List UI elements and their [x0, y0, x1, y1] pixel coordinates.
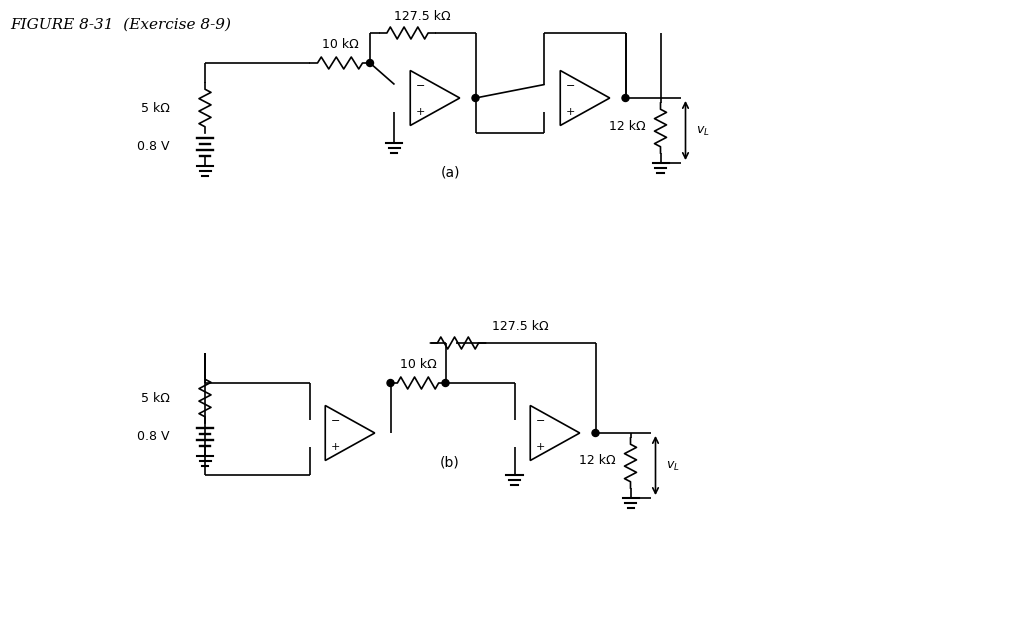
Text: 5 kΩ: 5 kΩ [141, 391, 170, 404]
Text: $-$: $-$ [565, 79, 575, 89]
Circle shape [592, 430, 599, 436]
Text: 0.8 V: 0.8 V [137, 141, 170, 153]
Text: (a): (a) [440, 166, 460, 180]
Text: $+$: $+$ [416, 106, 425, 117]
Circle shape [367, 60, 374, 67]
Circle shape [472, 94, 479, 102]
Text: (b): (b) [440, 456, 460, 470]
Text: FIGURE 8-31  (Exercise 8-9): FIGURE 8-31 (Exercise 8-9) [10, 18, 231, 32]
Text: 0.8 V: 0.8 V [137, 431, 170, 443]
Text: $+$: $+$ [536, 441, 546, 452]
Text: $v_L$: $v_L$ [666, 460, 679, 472]
Text: 10 kΩ: 10 kΩ [399, 358, 436, 371]
Text: 127.5 kΩ: 127.5 kΩ [394, 10, 451, 23]
Circle shape [442, 379, 449, 386]
Circle shape [387, 379, 394, 386]
Text: 5 kΩ: 5 kΩ [141, 102, 170, 114]
Text: $v_L$: $v_L$ [695, 124, 710, 138]
Text: 127.5 kΩ: 127.5 kΩ [493, 320, 549, 333]
Circle shape [622, 94, 629, 102]
Text: 12 kΩ: 12 kΩ [609, 119, 645, 133]
Text: $+$: $+$ [331, 441, 340, 452]
Text: $-$: $-$ [536, 414, 546, 425]
Text: $-$: $-$ [416, 79, 425, 89]
Text: $-$: $-$ [331, 414, 340, 425]
Text: $+$: $+$ [565, 106, 575, 117]
Text: 12 kΩ: 12 kΩ [579, 455, 615, 467]
Text: 10 kΩ: 10 kΩ [322, 38, 358, 51]
